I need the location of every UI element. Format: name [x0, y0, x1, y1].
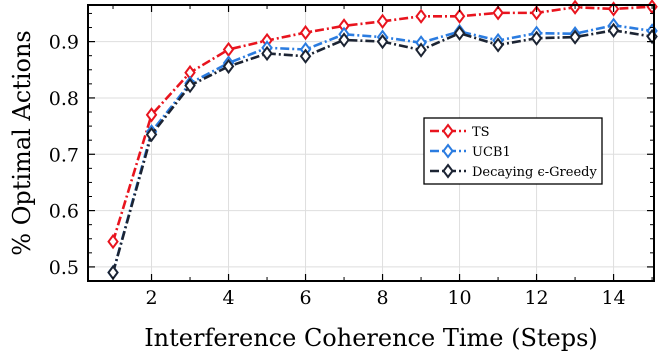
data-point [338, 32, 350, 48]
y-tick-label: 0.6 [49, 201, 79, 223]
legend-marker [442, 143, 454, 159]
legend-marker [442, 163, 454, 179]
data-point [453, 8, 466, 24]
y-tick-label: 0.9 [49, 32, 79, 54]
series-2 [107, 22, 658, 281]
x-tick-label: 6 [299, 287, 311, 309]
x-tick-label: 8 [377, 287, 389, 309]
legend-label: UCB1 [472, 145, 511, 160]
x-tick-label: 4 [222, 287, 234, 309]
data-point [184, 77, 196, 94]
data-point [415, 42, 427, 58]
y-tick-label: 0.8 [49, 88, 79, 110]
y-tick-label: 0.7 [49, 144, 79, 166]
legend-marker [442, 123, 454, 139]
data-point [376, 33, 389, 50]
data-point [415, 8, 427, 24]
ticks: 2 4 6 8 10 12 14 0.5 0.6 0.7 0.8 0.9 [49, 5, 654, 309]
data-point [530, 5, 543, 21]
data-point [145, 126, 158, 143]
data-point [107, 264, 119, 281]
data-point [107, 233, 119, 250]
x-tick-label: 14 [601, 287, 625, 309]
data-point [492, 5, 504, 21]
x-axis-title: Interference Coherence Time (Steps) [144, 324, 598, 352]
legend-label: TS [472, 125, 490, 140]
data-point [222, 58, 235, 75]
data-point [145, 107, 158, 123]
y-axis-title: % Optimal Actions [8, 30, 36, 255]
data-point [299, 48, 312, 64]
data-point [569, 29, 581, 45]
x-tick-label: 12 [524, 287, 548, 309]
legend-label: Decaying ϵ-Greedy [472, 165, 597, 180]
plot-frame [87, 4, 655, 282]
data-point [607, 22, 620, 39]
series-layer [107, 0, 658, 281]
data-point [376, 13, 389, 30]
data-point [299, 24, 312, 41]
data-point [530, 30, 543, 46]
legend: TS UCB1 Decaying ϵ-Greedy [423, 117, 603, 185]
data-point [222, 41, 235, 58]
data-point [261, 45, 273, 62]
x-tick-label: 10 [447, 287, 471, 309]
data-point [453, 25, 466, 41]
x-tick-label: 2 [145, 287, 157, 309]
data-point [492, 37, 504, 53]
y-tick-label: 0.5 [49, 257, 79, 279]
